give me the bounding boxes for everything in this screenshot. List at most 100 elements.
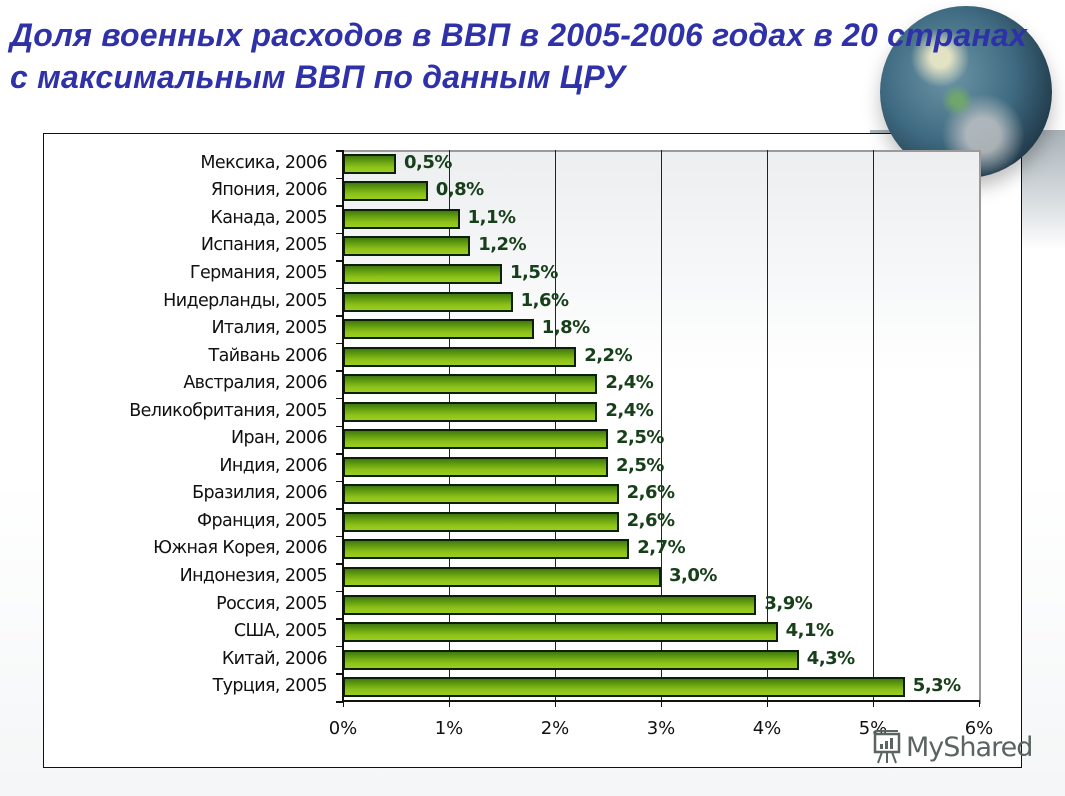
category-label: Южная Корея, 2006 <box>153 538 328 559</box>
bar <box>343 539 630 560</box>
gridline <box>661 150 662 702</box>
x-tick-label: 2% <box>540 718 570 739</box>
watermark-text: MyShared <box>906 731 1033 763</box>
value-label: 2,6% <box>626 482 675 504</box>
bar <box>343 677 905 698</box>
x-tick-label: 0% <box>328 718 358 739</box>
value-label: 3,0% <box>669 565 717 587</box>
y-tick <box>336 563 343 565</box>
y-tick <box>336 397 343 400</box>
value-label: 4,3% <box>806 647 855 669</box>
y-tick <box>336 260 343 262</box>
category-label: Великобритания, 2005 <box>129 400 327 421</box>
slide-title: Доля военных расходов в ВВП в 2005-2006 … <box>10 17 1028 95</box>
y-tick <box>336 480 343 483</box>
bar <box>343 236 471 257</box>
bar <box>343 263 502 284</box>
bar <box>343 401 598 422</box>
value-label: 3,9% <box>764 592 813 614</box>
bar <box>343 319 534 340</box>
category-label: Бразилия, 2006 <box>192 483 327 504</box>
category-label: Испания, 2005 <box>200 235 328 256</box>
bar <box>343 346 577 367</box>
category-label: Мексика, 2006 <box>200 152 327 173</box>
value-label: 2,4% <box>605 372 654 394</box>
y-tick <box>336 508 343 510</box>
x-tick <box>872 701 874 707</box>
bar <box>343 291 513 312</box>
category-label: Индия, 2006 <box>219 455 327 476</box>
value-label: 5,3% <box>912 675 961 697</box>
value-label: 1,8% <box>541 317 590 339</box>
x-tick <box>448 701 450 707</box>
y-tick <box>336 535 343 538</box>
value-label: 1,5% <box>510 261 558 283</box>
bar <box>343 208 460 229</box>
bar <box>343 594 757 615</box>
category-label: Иран, 2006 <box>230 428 328 449</box>
bar <box>343 374 598 395</box>
y-tick <box>336 287 343 290</box>
y-tick <box>336 618 343 620</box>
y-tick <box>336 370 343 372</box>
globe-image <box>880 6 1052 178</box>
gridline <box>873 150 874 702</box>
value-label: 2,6% <box>626 509 675 531</box>
x-tick <box>660 701 662 707</box>
category-label: Германия, 2005 <box>189 262 328 283</box>
category-label: Австралия, 2006 <box>183 373 327 394</box>
x-tick-label: 4% <box>752 718 782 739</box>
gridline <box>555 150 556 702</box>
value-label: 1,1% <box>467 206 516 228</box>
bar <box>343 511 619 532</box>
x-tick-label: 3% <box>646 718 676 739</box>
x-tick <box>766 701 768 707</box>
y-tick <box>336 150 343 152</box>
y-tick <box>336 590 343 593</box>
value-label: 2,4% <box>605 399 654 421</box>
presentation-board-icon <box>873 730 901 764</box>
gridline <box>767 150 768 702</box>
category-label: Турция, 2005 <box>212 676 328 697</box>
bar <box>343 484 619 505</box>
x-tick <box>554 701 556 707</box>
y-tick <box>336 645 343 648</box>
value-label: 1,6% <box>520 289 569 311</box>
x-tick-label: 6% <box>964 718 994 739</box>
value-label: 2,2% <box>584 344 633 366</box>
value-label: 4,1% <box>785 620 834 642</box>
gridline <box>449 150 450 702</box>
x-tick <box>342 701 344 707</box>
y-tick <box>336 453 343 455</box>
value-label: 0,5% <box>404 151 452 173</box>
category-label: Италия, 2005 <box>211 318 327 339</box>
y-tick <box>336 177 343 180</box>
category-label: Россия, 2005 <box>216 593 327 614</box>
x-tick <box>978 701 980 707</box>
value-label: 0,8% <box>435 179 484 201</box>
value-label: 2,5% <box>616 427 664 449</box>
category-label: Китай, 2006 <box>221 648 328 669</box>
watermark: MyShared <box>872 730 1033 764</box>
y-tick <box>336 205 343 207</box>
y-tick <box>336 315 343 317</box>
category-label: Канада, 2005 <box>210 207 327 228</box>
y-tick <box>336 425 343 427</box>
category-label: Япония, 2006 <box>210 180 328 201</box>
bar <box>343 181 428 202</box>
value-label: 2,5% <box>616 454 664 476</box>
bar <box>343 456 608 477</box>
category-label: Индонезия, 2005 <box>179 566 328 587</box>
category-label: США, 2005 <box>233 621 328 642</box>
bar <box>343 622 778 643</box>
bar <box>343 567 661 588</box>
y-tick <box>336 342 343 345</box>
bar <box>343 429 608 450</box>
value-label: 2,7% <box>637 537 686 559</box>
y-tick <box>336 673 343 675</box>
y-tick <box>336 232 343 235</box>
category-label: Франция, 2005 <box>196 510 328 531</box>
bar <box>343 153 396 174</box>
y-axis <box>342 150 344 702</box>
y-tick <box>336 701 343 703</box>
